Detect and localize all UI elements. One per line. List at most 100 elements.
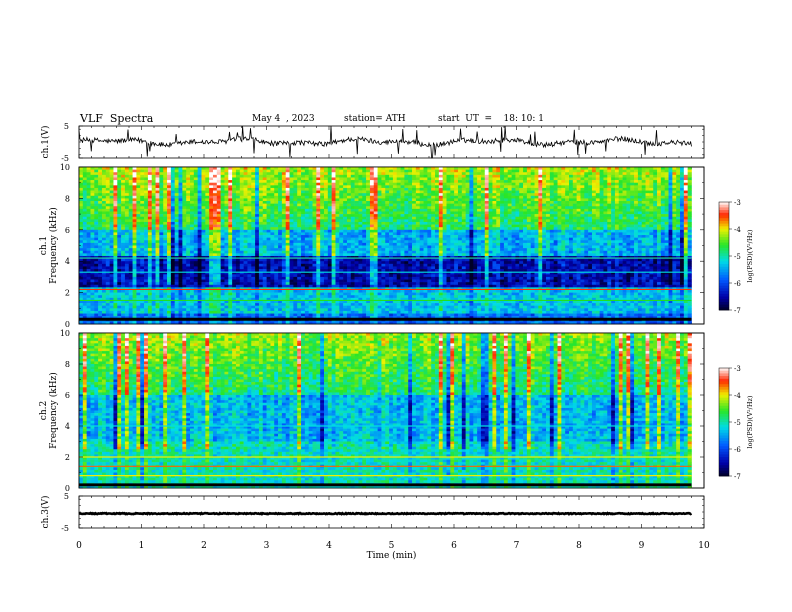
colorbar-segment (719, 258, 729, 262)
x-tick-label: 10 (698, 541, 710, 551)
x-tick-label: 7 (514, 541, 520, 551)
y-tick-label: 0 (65, 320, 70, 329)
y-tick-label: 4 (65, 422, 70, 431)
colorbar-segment (719, 397, 729, 401)
colorbar-segment (719, 451, 729, 455)
colorbar-segment (719, 432, 729, 436)
colorbar-segment (719, 403, 729, 407)
colorbar-segment (719, 277, 729, 281)
date-label: May 4 , 2023 (252, 114, 315, 124)
colorbar-segment (719, 204, 729, 208)
colorbar-segment (719, 210, 729, 214)
y-tick-label: 2 (65, 289, 70, 298)
x-tick-label: 8 (576, 541, 582, 551)
colorbar-segment (719, 261, 729, 265)
station-label: station= ATH (344, 114, 406, 124)
y-axis-label: Frequency (kHz) (48, 372, 59, 449)
panel-frame (78, 332, 705, 489)
colorbar-tick-label: -7 (734, 307, 741, 315)
colorbar-segment (719, 473, 729, 477)
colorbar-segment (719, 368, 729, 372)
colorbar-tick-label: -3 (734, 199, 741, 207)
colorbar-segment (719, 207, 729, 211)
colorbar-segment (719, 223, 729, 227)
colorbar-segment (719, 296, 729, 300)
colorbar-segment (719, 307, 729, 311)
colorbar-label: log(PSD)(V²/Hz) (746, 395, 754, 448)
colorbar-tick-label: -6 (734, 446, 741, 454)
colorbar-segment (719, 389, 729, 393)
colorbar-tick-label: -7 (734, 473, 741, 481)
y-tick-label: 0 (65, 484, 70, 493)
colorbar-segment (719, 293, 729, 297)
start-time-label: start UT = 18: 10: 1 (438, 114, 544, 124)
y-tick-label: 8 (65, 360, 70, 369)
colorbar-segment (719, 272, 729, 276)
colorbar-segment (719, 274, 729, 278)
colorbar-segment (719, 285, 729, 289)
colorbar-segment (719, 283, 729, 287)
colorbar-segment (719, 384, 729, 388)
colorbar-segment (719, 266, 729, 270)
colorbar-tick-label: -3 (734, 365, 741, 373)
colorbar-segment (719, 264, 729, 268)
colorbar-tick-label: -6 (734, 280, 741, 288)
colorbar-segment (719, 459, 729, 463)
colorbar-segment (719, 242, 729, 246)
waveform-trace (78, 125, 692, 159)
colorbar-segment (719, 269, 729, 273)
y-tick-label: 5 (64, 492, 69, 501)
colorbar-segment (719, 416, 729, 420)
y-tick-label: 10 (60, 329, 70, 338)
colorbar-segment (719, 280, 729, 284)
y-tick-label: -5 (61, 524, 69, 533)
colorbar-segment (719, 467, 729, 471)
colorbar-segment (719, 408, 729, 412)
colorbar-segment (719, 253, 729, 257)
colorbar-segment (719, 239, 729, 243)
colorbar-segment (719, 462, 729, 466)
colorbar-segment (719, 465, 729, 469)
y-tick-label: 10 (60, 163, 70, 172)
colorbar-tick-label: -4 (734, 392, 741, 400)
y-tick-label: 5 (64, 122, 69, 131)
colorbar-segment (719, 378, 729, 382)
colorbar-segment (719, 443, 729, 447)
waveform-trace (78, 511, 693, 516)
y-axis-channel-label: ch.1 (39, 236, 49, 255)
colorbar-segment (719, 376, 729, 380)
colorbar-segment (719, 427, 729, 431)
figure-title: VLF Spectra (80, 112, 154, 125)
colorbar-segment (719, 440, 729, 444)
colorbar-segment (719, 400, 729, 404)
colorbar-tick-label: -4 (734, 226, 741, 234)
x-tick-label: 9 (639, 541, 645, 551)
y-tick-label: -5 (61, 154, 69, 163)
colorbar-segment (719, 245, 729, 249)
colorbar-tick-label: -5 (734, 419, 741, 427)
x-tick-label: 0 (76, 541, 82, 551)
y-tick-label: 4 (65, 257, 70, 266)
colorbar-segment (719, 422, 729, 426)
x-tick-label: 5 (389, 541, 395, 551)
colorbar-label: log(PSD)(V²/Hz) (746, 229, 754, 282)
y-axis-label: Frequency (kHz) (48, 207, 59, 284)
colorbar-tick-label: -5 (734, 253, 741, 261)
colorbar-segment (719, 386, 729, 390)
colorbar-segment (719, 220, 729, 224)
x-tick-label: 1 (139, 541, 145, 551)
colorbar-segment (719, 218, 729, 222)
y-axis-label: ch.1(V) (40, 126, 51, 159)
colorbar-segment (719, 405, 729, 409)
colorbar-segment (719, 413, 729, 417)
spectrogram-image (79, 167, 692, 325)
colorbar-segment (719, 202, 729, 206)
colorbar-segment (719, 304, 729, 308)
colorbar-segment (719, 212, 729, 216)
colorbar-segment (719, 299, 729, 303)
x-tick-label: 2 (201, 541, 207, 551)
colorbar-segment (719, 454, 729, 458)
y-tick-label: 6 (65, 391, 70, 400)
